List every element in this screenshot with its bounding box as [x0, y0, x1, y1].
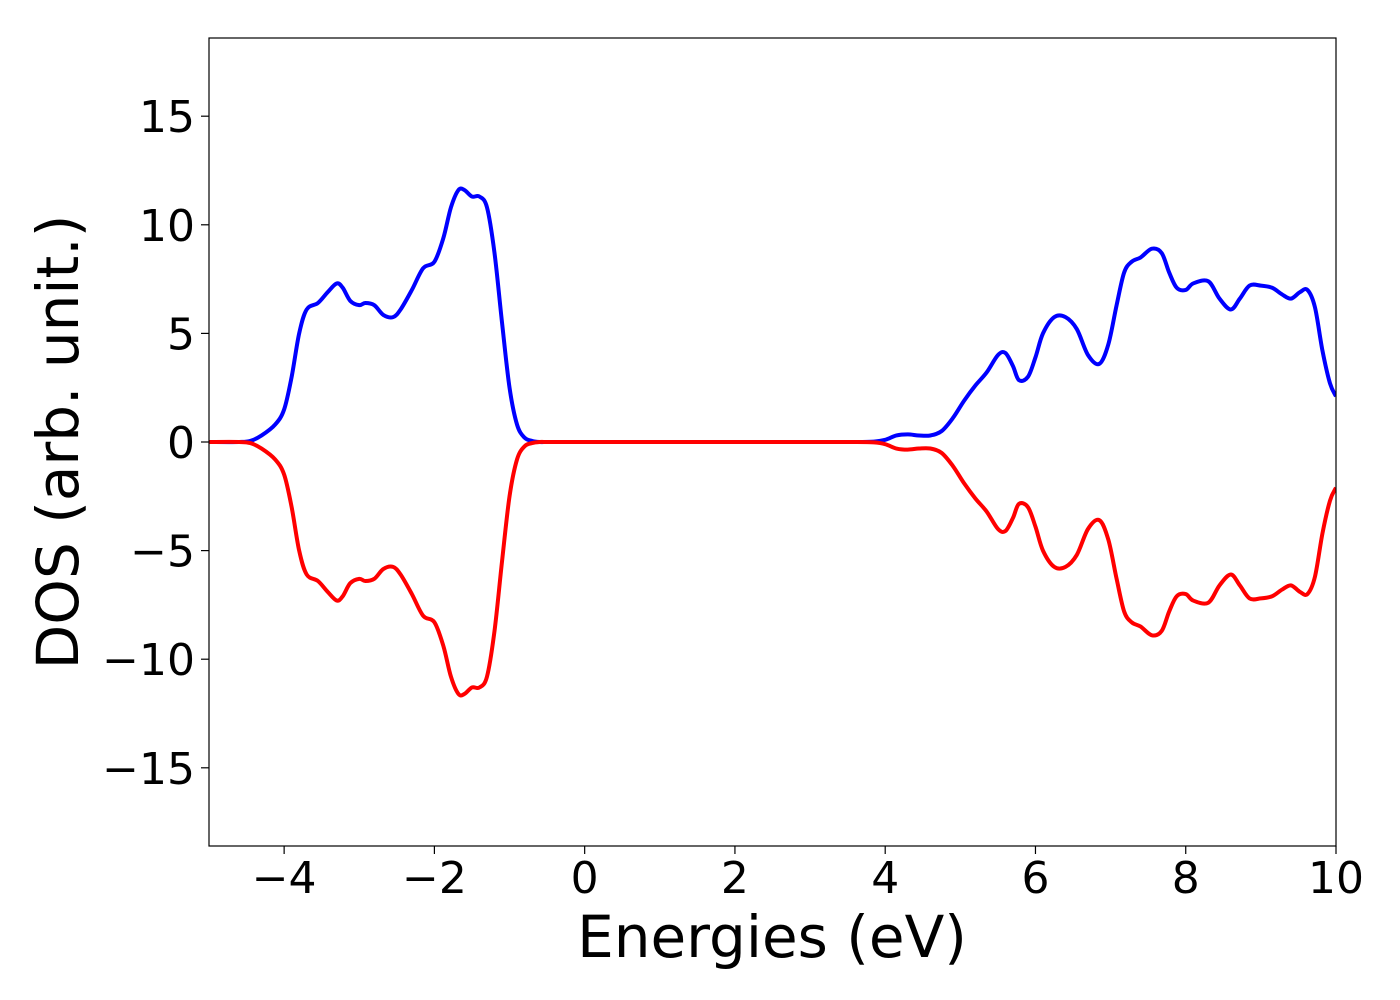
x-axis-label: Energies (eV) — [577, 903, 967, 971]
x-tick-label: −4 — [252, 853, 317, 904]
y-tick-label: −5 — [130, 527, 195, 578]
y-tick-label: 15 — [139, 92, 195, 143]
y-axis-label: DOS (arb. unit.) — [24, 215, 92, 670]
y-tick-label: 10 — [139, 201, 195, 252]
y-tick-label: −10 — [102, 635, 195, 686]
x-tick-label: 8 — [1172, 853, 1200, 904]
x-tick-label: 2 — [721, 853, 749, 904]
y-tick-label: 0 — [167, 418, 195, 469]
y-tick-label: −15 — [102, 744, 195, 795]
x-tick-label: 4 — [871, 853, 899, 904]
x-tick-label: 6 — [1021, 853, 1049, 904]
x-tick-label: 10 — [1308, 853, 1364, 904]
series-line-2 — [209, 439, 1336, 698]
x-tick-label: −2 — [402, 853, 467, 904]
x-tick-label: 0 — [571, 853, 599, 904]
plot-frame — [208, 37, 1337, 847]
plot-area — [209, 186, 1336, 698]
axis-ticks: −4 −2 0 2 4 6 8 10 15 10 5 0 −5 −10 −15 — [102, 92, 1364, 904]
y-tick-label: 5 — [167, 309, 195, 360]
series-line-1 — [209, 186, 1336, 445]
